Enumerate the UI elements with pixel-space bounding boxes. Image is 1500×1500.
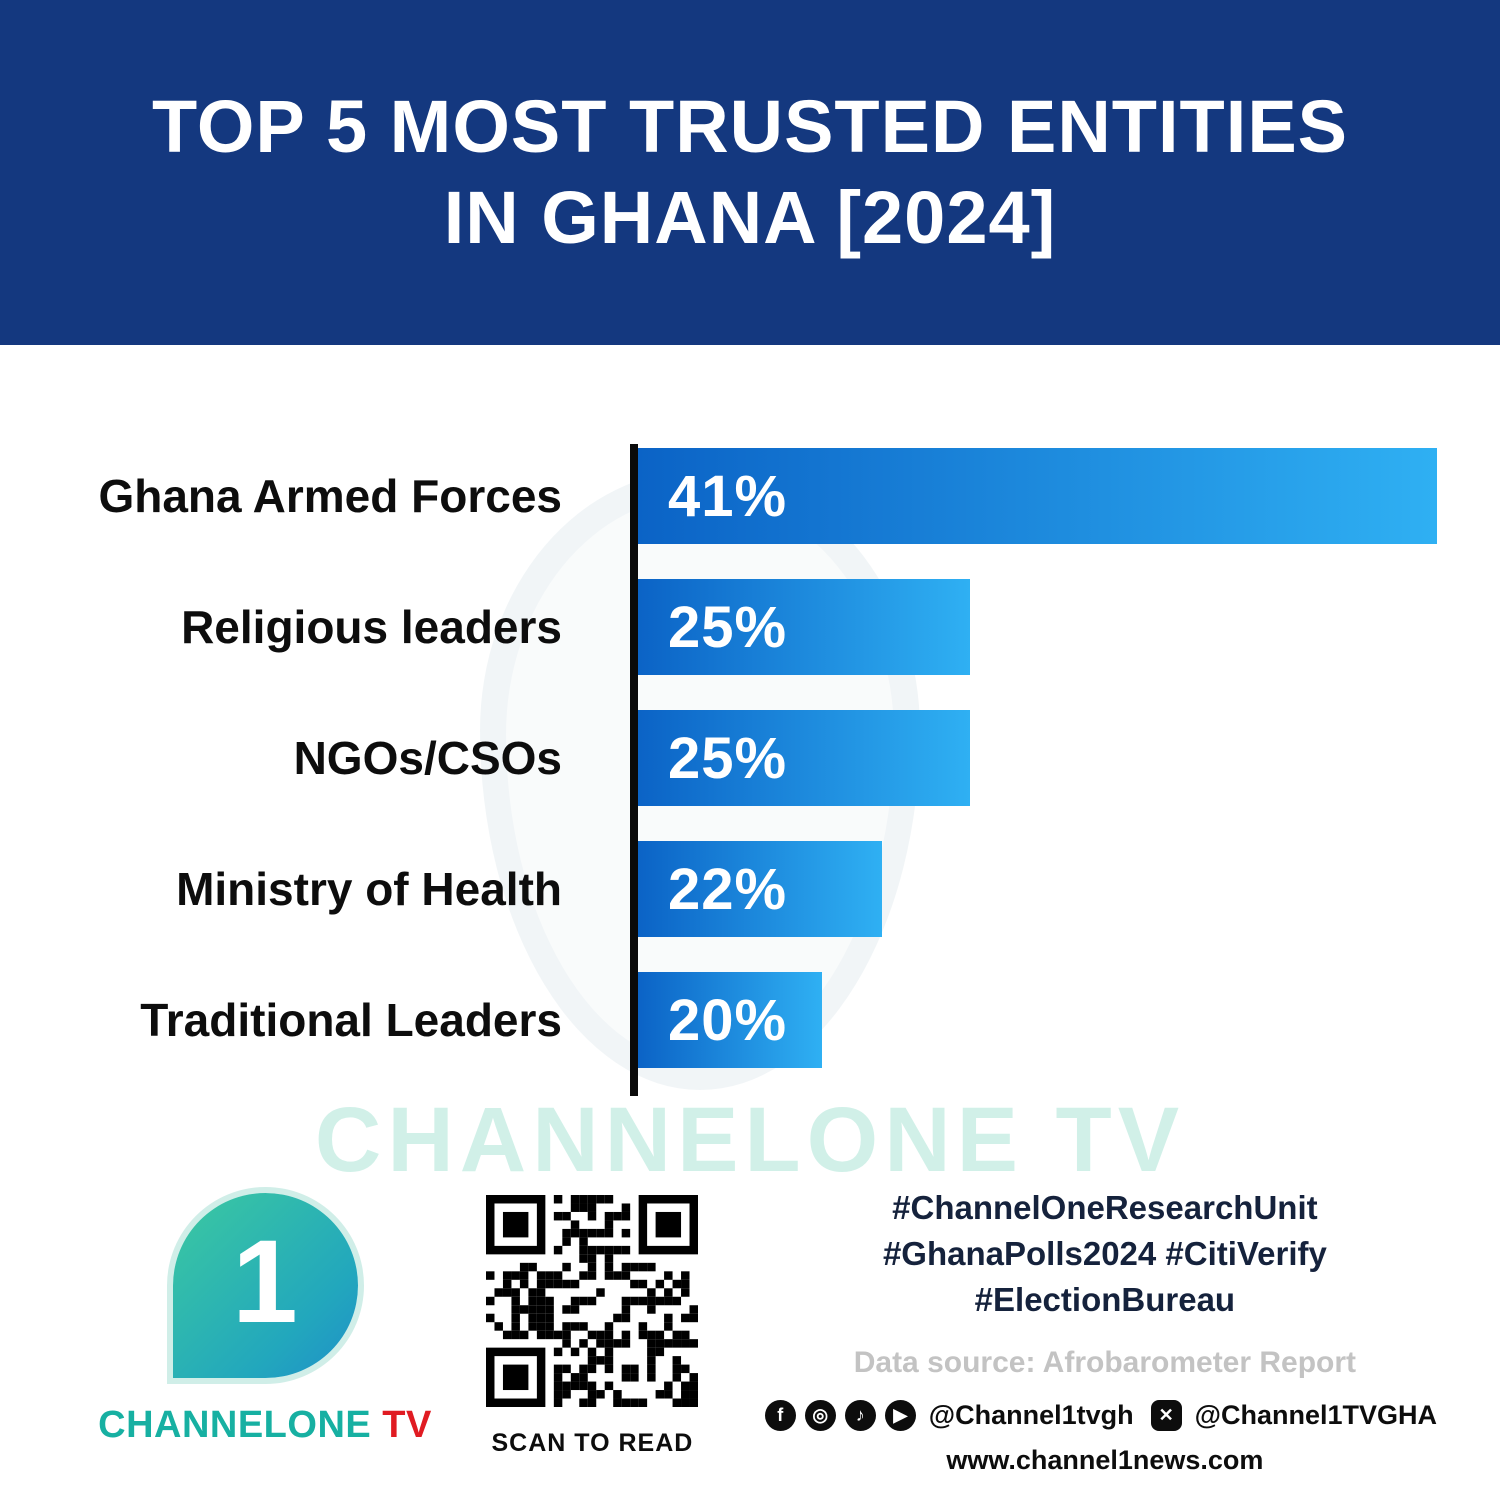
bar-track: 22% [638,841,1500,937]
wordmark-channelone: CHANNELONE [98,1404,372,1446]
bar-value-label: 41% [668,463,788,529]
bar-track: 20% [638,972,1500,1068]
chart-row: Religious leaders 25% [0,579,1500,675]
bar: 25% [638,710,970,806]
bar: 22% [638,841,882,937]
bar-chart: Ghana Armed Forces 41% Religious leaders… [0,444,1500,1103]
qr-code [486,1195,699,1407]
bar-label: Traditional Leaders [140,994,562,1046]
logo-digit: 1 [232,1215,298,1348]
social-handle-x: @Channel1TVGHA [1194,1399,1437,1430]
page-title-line2: IN GHANA [2024] [443,175,1057,259]
bar: 20% [638,972,823,1068]
page-title-line1: TOP 5 MOST TRUSTED ENTITIES [151,85,1349,169]
hashtag-line-3: #ElectionBureau [974,1281,1236,1319]
bar: 41% [638,448,1438,544]
header-banner: TOP 5 MOST TRUSTED ENTITIES IN GHANA [20… [0,0,1500,345]
facebook-icon: f [764,1399,796,1431]
bar: 25% [638,579,970,675]
wordmark-tv: TV [371,1404,432,1446]
channel-one-logo-icon: 1 [172,1193,358,1378]
chart-row: NGOs/CSOs 25% [0,710,1500,806]
qr-code-graphic [486,1195,699,1407]
bar-value-label: 25% [668,725,788,791]
hashtags: #ChannelOneResearchUnit #GhanaPolls2024 … [883,1185,1327,1324]
bar-value-label: 20% [668,987,788,1053]
brand-watermark-text: CHANNELONE TV [314,1089,1186,1191]
chart-axis-line [630,444,638,1096]
chart-row: Traditional Leaders 20% [0,972,1500,1068]
chart-row: Ghana Armed Forces 41% [0,448,1500,544]
channel-one-logo-block: 1 CHANNELONE TV [0,1185,431,1447]
bar-label: Religious leaders [181,601,562,653]
hashtag-line-2: #GhanaPolls2024 #CitiVerify [882,1235,1327,1273]
social-row: f ◎ ♪ ▶ @Channel1tvgh ✕ @Channel1TVGHA [764,1399,1445,1431]
qr-block: SCAN TO READ [420,1185,765,1458]
social-handle-main: @Channel1tvgh [928,1399,1134,1430]
bar-track: 41% [638,448,1500,544]
x-icon: ✕ [1150,1399,1182,1431]
bar-label: NGOs/CSOs [293,732,562,784]
bar-track: 25% [638,710,1500,806]
qr-caption: SCAN TO READ [491,1429,694,1457]
bar-value-label: 25% [668,594,788,660]
footer: 1 CHANNELONE TV SCAN TO READ #ChannelOne… [0,1185,1500,1476]
bar-track: 25% [638,579,1500,675]
channel-one-wordmark: CHANNELONE TV [98,1404,432,1447]
website-url: www.channel1news.com [946,1444,1264,1475]
data-source-text: Data source: Afrobarometer Report [853,1345,1357,1379]
bar-value-label: 22% [668,856,788,922]
youtube-icon: ▶ [884,1399,916,1431]
instagram-icon: ◎ [804,1399,836,1431]
chart-row: Ministry of Health 22% [0,841,1500,937]
bar-label: Ministry of Health [176,863,562,915]
hashtag-line-1: #ChannelOneResearchUnit [892,1189,1318,1226]
bar-label: Ghana Armed Forces [98,470,562,522]
footer-info-block: #ChannelOneResearchUnit #GhanaPolls2024 … [764,1185,1500,1476]
tiktok-icon: ♪ [844,1399,876,1431]
